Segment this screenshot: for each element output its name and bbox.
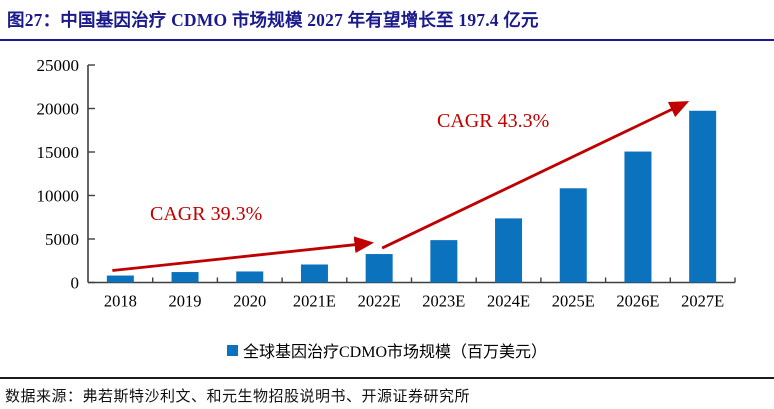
legend-label: 全球基因治疗CDMO市场规模（百万美元） <box>242 344 547 361</box>
cagr-annotation-1: CAGR 39.3% <box>150 203 263 225</box>
cagr-annotation-2: CAGR 43.3% <box>437 110 550 132</box>
bar-2018 <box>106 275 134 283</box>
cagr-arrow-2 <box>381 101 690 250</box>
figure-title: 图27：中国基因治疗 CDMO 市场规模 2027 年有望增长至 197.4 亿… <box>7 10 539 30</box>
bar-2019 <box>171 272 199 283</box>
title-divider <box>0 39 774 41</box>
x-tick-label: 2018 <box>104 292 137 311</box>
bar-chart: 0 5000 10000 15000 20000 25000 2018 2019 2020 202… <box>37 56 736 311</box>
bar-2024E <box>495 218 523 283</box>
y-tick-label: 0 <box>71 274 80 293</box>
y-tick-label: 5000 <box>45 230 79 249</box>
x-tick-label: 2021E <box>293 292 336 311</box>
x-tick-label: 2024E <box>487 292 530 311</box>
data-source: 数据来源：弗若斯特沙利文、和元生物招股说明书、开源证券研究所 <box>5 389 471 405</box>
bar-2023E <box>430 240 458 283</box>
x-tick-label: 2020 <box>233 292 266 311</box>
bar-2026E <box>624 151 652 283</box>
y-tick-label: 10000 <box>37 187 80 206</box>
x-tick-label: 2025E <box>552 292 595 311</box>
x-tick-label: 2023E <box>422 292 465 311</box>
x-tick-label: 2019 <box>169 292 202 311</box>
cagr-arrow-1 <box>112 236 375 272</box>
y-tick-label: 25000 <box>37 56 80 75</box>
y-tick-label: 15000 <box>37 143 80 162</box>
x-tick-label: 2026E <box>616 292 659 311</box>
bar-2022E <box>365 254 393 283</box>
footer-divider <box>0 377 774 379</box>
bar-2025E <box>559 188 587 283</box>
x-tick-label: 2022E <box>358 292 401 311</box>
y-tick-label: 20000 <box>37 100 80 119</box>
legend-marker-square <box>226 344 238 356</box>
bar-2021E <box>300 264 328 283</box>
chart-legend: 全球基因治疗CDMO市场规模（百万美元） <box>0 340 774 361</box>
bar-2020 <box>236 271 264 283</box>
bar-2027E <box>689 110 717 283</box>
chart-area: 0 5000 10000 15000 20000 25000 2018 2019 2020 202… <box>0 48 774 313</box>
x-tick-label: 2027E <box>681 292 724 311</box>
